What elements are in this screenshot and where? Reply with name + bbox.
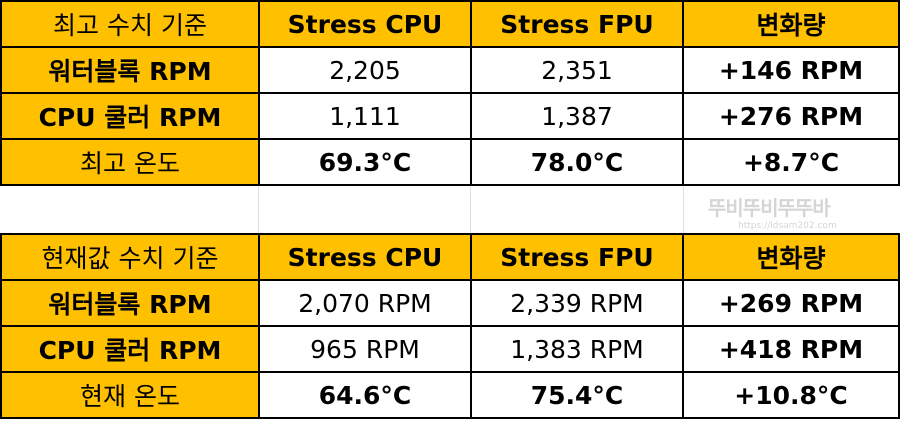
watermark-logo-text: 뚜비뚜비뚜뚜바	[708, 196, 831, 220]
peak-values-table: 최고 수치 기준 Stress CPU Stress FPU 변화량 워터블록 …	[0, 0, 900, 186]
header-cell-criterion[interactable]: 현재값 수치 기준	[0, 233, 260, 281]
header-cell-criterion[interactable]: 최고 수치 기준	[0, 0, 260, 48]
table-row: CPU 쿨러 RPM 965 RPM 1,383 RPM +418 RPM	[0, 325, 900, 373]
empty-spacer-row	[0, 186, 900, 233]
table-row: CPU 쿨러 RPM 1,111 1,387 +276 RPM	[0, 92, 900, 140]
table-row: 현재 온도 64.6°C 75.4°C +10.8°C	[0, 371, 900, 419]
header-cell-stress-fpu[interactable]: Stress FPU	[470, 233, 684, 281]
header-cell-stress-cpu[interactable]: Stress CPU	[258, 233, 472, 281]
header-cell-change[interactable]: 변화량	[682, 0, 900, 48]
table-row: 워터블록 RPM 2,205 2,351 +146 RPM	[0, 46, 900, 94]
row-label-peak-temp[interactable]: 최고 온도	[0, 138, 260, 186]
empty-cell[interactable]	[0, 186, 259, 233]
table-header-row: 최고 수치 기준 Stress CPU Stress FPU 변화량	[0, 0, 900, 48]
cell-stress-fpu[interactable]: 78.0°C	[470, 138, 684, 186]
row-label-current-temp[interactable]: 현재 온도	[0, 371, 260, 419]
cell-change[interactable]: +146 RPM	[682, 46, 900, 94]
cell-change[interactable]: +418 RPM	[682, 325, 900, 373]
table-header-row: 현재값 수치 기준 Stress CPU Stress FPU 변화량	[0, 233, 900, 281]
table-row: 최고 온도 69.3°C 78.0°C +8.7°C	[0, 138, 900, 186]
cell-change[interactable]: +276 RPM	[682, 92, 900, 140]
cell-stress-cpu[interactable]: 64.6°C	[258, 371, 472, 419]
cell-change[interactable]: +10.8°C	[682, 371, 900, 419]
cell-stress-cpu[interactable]: 2,205	[258, 46, 472, 94]
cell-change[interactable]: +8.7°C	[682, 138, 900, 186]
header-cell-stress-cpu[interactable]: Stress CPU	[258, 0, 472, 48]
watermark-url: https://ldsam202.com	[738, 221, 837, 231]
cell-stress-fpu[interactable]: 1,387	[470, 92, 684, 140]
empty-cell[interactable]	[471, 186, 685, 233]
cell-stress-cpu[interactable]: 2,070 RPM	[258, 279, 472, 327]
table-row: 워터블록 RPM 2,070 RPM 2,339 RPM +269 RPM	[0, 279, 900, 327]
row-label-waterblock-rpm[interactable]: 워터블록 RPM	[0, 46, 260, 94]
header-cell-stress-fpu[interactable]: Stress FPU	[470, 0, 684, 48]
current-values-table: 현재값 수치 기준 Stress CPU Stress FPU 변화량 워터블록…	[0, 233, 900, 419]
cell-stress-fpu[interactable]: 1,383 RPM	[470, 325, 684, 373]
cell-stress-fpu[interactable]: 2,339 RPM	[470, 279, 684, 327]
cell-stress-fpu[interactable]: 2,351	[470, 46, 684, 94]
row-label-cpu-cooler-rpm[interactable]: CPU 쿨러 RPM	[0, 325, 260, 373]
empty-cell[interactable]	[259, 186, 472, 233]
cell-stress-cpu[interactable]: 1,111	[258, 92, 472, 140]
row-label-waterblock-rpm[interactable]: 워터블록 RPM	[0, 279, 260, 327]
cell-stress-cpu[interactable]: 69.3°C	[258, 138, 472, 186]
cell-change[interactable]: +269 RPM	[682, 279, 900, 327]
site-watermark: 뚜비뚜비뚜뚜바 https://ldsam202.com	[708, 192, 888, 238]
cell-stress-cpu[interactable]: 965 RPM	[258, 325, 472, 373]
row-label-cpu-cooler-rpm[interactable]: CPU 쿨러 RPM	[0, 92, 260, 140]
header-cell-change[interactable]: 변화량	[682, 233, 900, 281]
cell-stress-fpu[interactable]: 75.4°C	[470, 371, 684, 419]
